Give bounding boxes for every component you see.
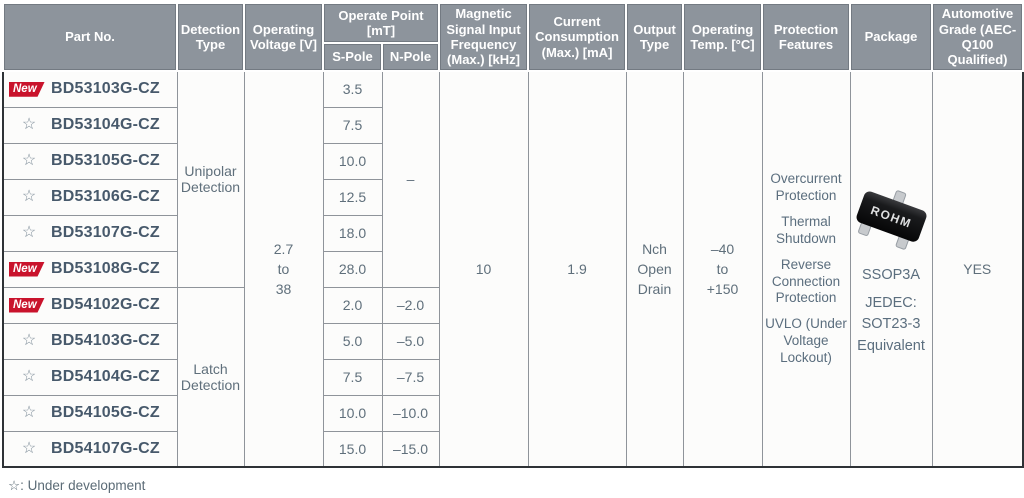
s-pole-cell: 7.5	[322, 358, 383, 396]
n-pole-cell: –7.5	[381, 358, 440, 396]
n-pole-cell: –5.0	[381, 322, 440, 360]
under-development-star-icon: ☆	[21, 152, 37, 169]
s-pole-cell: 10.0	[322, 394, 383, 432]
col-header-s-pole: S-Pole	[322, 42, 383, 72]
package-photo-sot23: ROHM	[856, 190, 927, 251]
magnetic-frequency-cell: 10	[438, 70, 529, 468]
part-no-cell: New BD54102G-CZ	[2, 286, 178, 324]
package-jedec-equivalent: JEDEC: SOT23-3 Equivalent	[857, 295, 925, 354]
part-no-cell: ☆ BD54103G-CZ	[2, 322, 178, 360]
n-pole-cell: –15.0	[381, 430, 440, 468]
table-row: ☆ BD53104G-CZ 7.5	[2, 106, 1023, 144]
part-number: BD54102G-CZ	[51, 296, 160, 313]
output-type-cell: Nch Open Drain	[625, 70, 684, 468]
s-pole-cell: 15.0	[322, 430, 383, 468]
s-pole-cell: 18.0	[322, 214, 383, 252]
under-development-footnote: ☆: Under development	[8, 478, 146, 493]
table-row: ☆ BD53107G-CZ 18.0	[2, 214, 1023, 252]
col-header-operating-voltage: Operating Voltage [V]	[243, 2, 324, 72]
n-pole-cell: –2.0	[381, 286, 440, 324]
protection-feature: UVLO (Under Voltage Lockout)	[765, 316, 847, 365]
new-badge: New	[9, 81, 45, 97]
col-header-operating-temp: Operating Temp. [°C]	[682, 2, 764, 72]
col-header-automotive-grade: Automotive Grade (AEC-Q100 Qualified)	[931, 2, 1024, 72]
part-number: BD54103G-CZ	[51, 332, 160, 349]
under-development-star-icon: ☆	[21, 224, 37, 241]
col-header-n-pole: N-Pole	[380, 42, 441, 72]
protection-feature: Overcurrent Protection	[770, 171, 842, 203]
n-pole-cell: –10.0	[381, 394, 440, 432]
s-pole-cell: 7.5	[322, 106, 383, 144]
s-pole-cell: 3.5	[322, 70, 383, 108]
protection-feature: Reverse Connection Protection	[771, 256, 841, 306]
new-badge: New	[9, 297, 45, 313]
part-no-cell: ☆ BD53105G-CZ	[2, 142, 178, 180]
s-pole-cell: 10.0	[322, 142, 383, 180]
part-no-cell: ☆ BD54105G-CZ	[2, 394, 178, 432]
part-number: BD53106G-CZ	[51, 188, 160, 205]
n-pole-unipolar-cell: –	[381, 70, 440, 288]
col-header-output-type: Output Type	[625, 2, 685, 72]
part-number: BD54104G-CZ	[51, 368, 160, 385]
part-number: BD53108G-CZ	[51, 260, 160, 277]
under-development-star-icon: ☆	[21, 188, 37, 205]
under-development-star-icon: ☆	[21, 404, 37, 421]
col-header-current-consumption: Current Consumption (Max.) [mA]	[527, 2, 628, 72]
protection-features-cell: Overcurrent Protection Thermal Shutdown …	[761, 70, 851, 468]
part-no-cell: ☆ BD53107G-CZ	[2, 214, 178, 252]
table-row: ☆ BD54107G-CZ 15.0 –15.0	[2, 430, 1023, 468]
table-row: New BD53103G-CZ Unipolar Detection 2.7 to…	[2, 70, 1024, 468]
part-no-cell: ☆ BD53104G-CZ	[2, 106, 178, 144]
part-number: BD53107G-CZ	[51, 224, 160, 241]
part-no-cell: ☆ BD54104G-CZ	[2, 358, 178, 396]
part-number: BD53103G-CZ	[51, 80, 160, 98]
protection-feature: Thermal Shutdown	[775, 213, 837, 246]
package-name: SSOP3A	[862, 267, 921, 284]
col-header-protection-features: Protection Features	[761, 2, 852, 72]
part-no-cell: New BD53108G-CZ	[2, 250, 178, 288]
part-no-cell: ☆ BD54107G-CZ	[2, 430, 178, 468]
part-number: BD54107G-CZ	[51, 439, 160, 457]
part-no-cell: ☆ BD53106G-CZ	[2, 178, 178, 216]
table-row: New BD54102G-CZ Latch Detection 2.0 –2.0	[2, 286, 1023, 468]
col-header-part-no: Part No.	[2, 2, 178, 72]
part-number: BD53105G-CZ	[51, 152, 160, 169]
table-row: ☆ BD53105G-CZ 10.0	[2, 142, 1023, 180]
current-consumption-cell: 1.9	[527, 70, 627, 468]
part-no-cell: New BD53103G-CZ	[2, 70, 178, 108]
table-row: ☆ BD53106G-CZ 12.5	[2, 178, 1023, 216]
under-development-star-icon: ☆	[21, 332, 37, 349]
col-header-package: Package	[849, 2, 934, 72]
detection-type-latch-cell: Latch Detection	[176, 286, 245, 468]
operating-voltage-cell: 2.7 to 38	[243, 70, 324, 468]
automotive-grade-cell: YES	[931, 70, 1024, 468]
operating-temp-cell: –40 to +150	[682, 70, 763, 468]
part-number: BD53104G-CZ	[51, 116, 160, 133]
col-header-detection-type: Detection Type	[176, 2, 245, 72]
part-number: BD54105G-CZ	[51, 404, 160, 421]
new-badge: New	[9, 261, 45, 277]
under-development-star-icon: ☆	[21, 439, 37, 457]
table-header: Part No. Detection Type Operating Voltag…	[2, 2, 1024, 72]
s-pole-cell: 2.0	[322, 286, 383, 324]
detection-type-unipolar-cell: Unipolar Detection	[176, 70, 245, 288]
product-spec-table: Part No. Detection Type Operating Voltag…	[2, 2, 1024, 468]
col-header-magnetic-frequency: Magnetic Signal Input Frequency (Max.) […	[438, 2, 530, 72]
s-pole-cell: 5.0	[322, 322, 383, 360]
under-development-star-icon: ☆	[21, 116, 37, 133]
package-cell: ROHM SSOP3A JEDEC: SOT23-3 Equivalent	[849, 70, 933, 468]
col-header-operate-point: Operate Point [mT]	[321, 2, 441, 44]
under-development-star-icon: ☆	[21, 368, 37, 385]
table-row: ☆ BD54105G-CZ 10.0 –10.0	[2, 394, 1023, 432]
table-row: New BD53108G-CZ 28.0	[2, 250, 1023, 288]
s-pole-cell: 28.0	[322, 250, 383, 288]
s-pole-cell: 12.5	[322, 178, 383, 216]
